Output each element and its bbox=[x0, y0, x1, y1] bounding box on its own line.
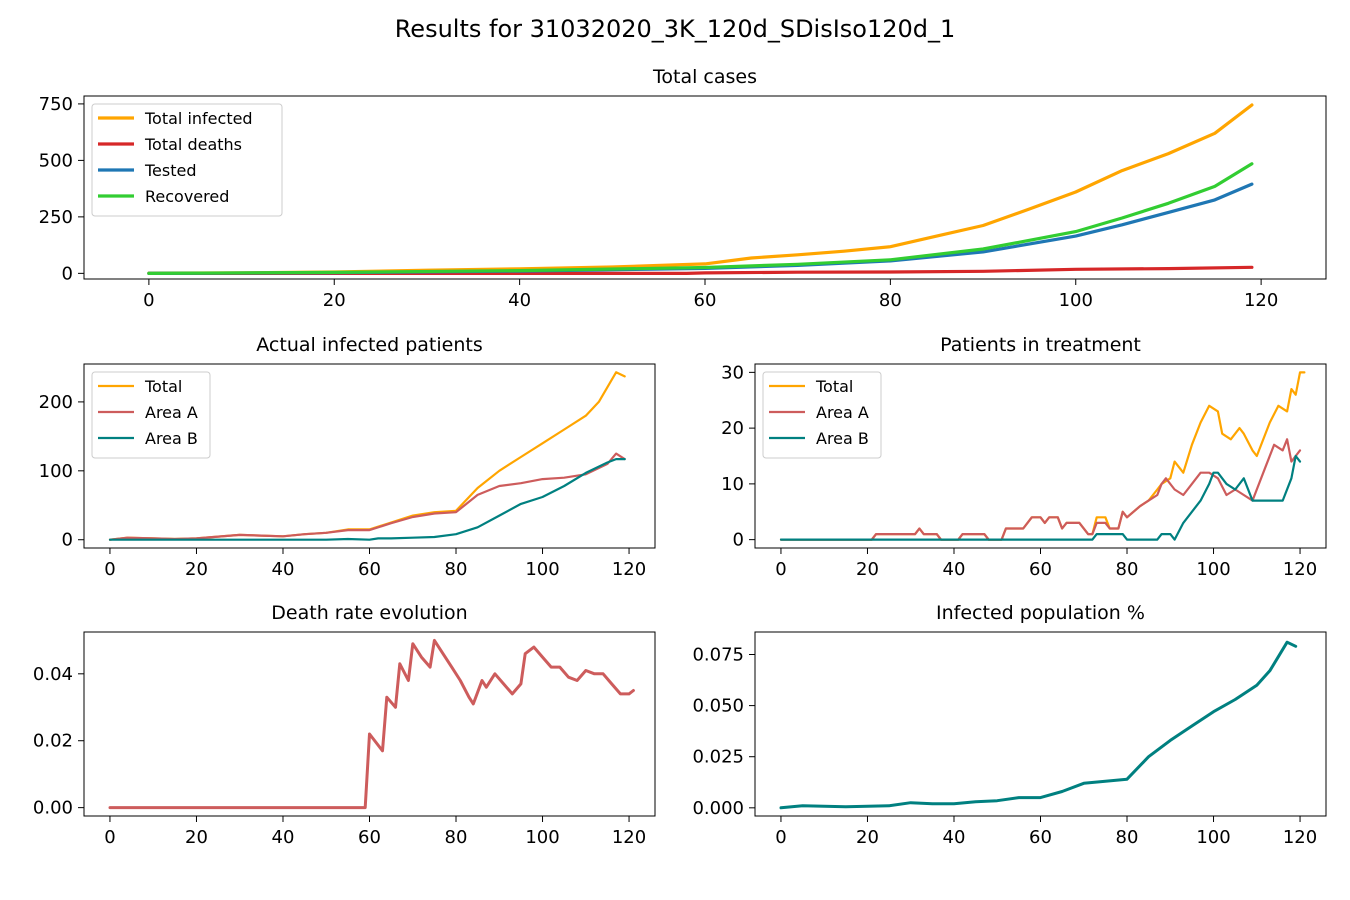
x-tick-label: 80 bbox=[1116, 827, 1139, 848]
x-tick-label: 40 bbox=[272, 559, 295, 580]
chart-infected_pct: Infected population % 0 20 40 60 80 100 120 0.00… bbox=[692, 602, 1327, 848]
legend-label: Recovered bbox=[145, 187, 229, 206]
y-tick-label: 0 bbox=[62, 263, 73, 284]
x-tick-label: 60 bbox=[358, 827, 381, 848]
x-tick-label: 40 bbox=[943, 559, 966, 580]
x-tick-label: 100 bbox=[1059, 290, 1093, 311]
series-line-recovered bbox=[147, 162, 1254, 275]
series-line-area-b bbox=[108, 458, 626, 541]
x-tick-label: 120 bbox=[1244, 290, 1278, 311]
series-line-area-b bbox=[779, 454, 1302, 541]
y-tick-label: 250 bbox=[39, 207, 73, 228]
x-tick-label: 20 bbox=[323, 290, 346, 311]
y-tick-label: 20 bbox=[721, 418, 744, 439]
legend-label: Tested bbox=[144, 161, 197, 180]
y-tick-label: 0.075 bbox=[692, 644, 744, 665]
x-tick-label: 100 bbox=[525, 559, 559, 580]
x-tick-label: 120 bbox=[612, 559, 646, 580]
x-tick-label: 80 bbox=[445, 559, 468, 580]
legend-box bbox=[762, 371, 882, 459]
legend: Total infected Total deaths Tested Recovere… bbox=[91, 103, 283, 217]
chart-death_rate: Death rate evolution 0 20 40 60 80 100 120 0.00 0… bbox=[33, 602, 656, 848]
series-line-infected-population bbox=[779, 640, 1298, 810]
y-tick-label: 0.02 bbox=[33, 731, 73, 752]
series-line-area-a bbox=[108, 452, 626, 541]
plot-frame bbox=[754, 631, 1327, 817]
y-tick-label: 500 bbox=[39, 150, 73, 171]
y-tick-label: 200 bbox=[39, 392, 73, 413]
x-tick-label: 0 bbox=[775, 559, 786, 580]
x-tick-label: 0 bbox=[104, 827, 115, 848]
legend: Total Area A Area B bbox=[91, 371, 211, 459]
legend-box bbox=[91, 371, 211, 459]
chart-actual_infected: Actual infected patients 0 20 40 60 80 100 120 0… bbox=[39, 334, 656, 580]
series-line-total-deaths bbox=[147, 265, 1254, 275]
y-tick-label: 0.04 bbox=[33, 664, 73, 685]
x-tick-label: 0 bbox=[104, 559, 115, 580]
legend-label: Area A bbox=[816, 403, 869, 422]
x-tick-label: 100 bbox=[1196, 827, 1230, 848]
legend-label: Area B bbox=[816, 429, 869, 448]
x-tick-label: 60 bbox=[358, 559, 381, 580]
legend-label: Total bbox=[815, 377, 853, 396]
y-tick-label: 0.050 bbox=[692, 696, 744, 717]
series-group bbox=[108, 638, 635, 810]
x-tick-label: 20 bbox=[856, 827, 879, 848]
x-tick-label: 100 bbox=[1196, 559, 1230, 580]
legend-box bbox=[91, 103, 283, 217]
y-tick-label: 0.000 bbox=[692, 798, 744, 819]
chart-total_cases: Total cases 0 20 40 60 80 100 120 0 250 500 750 Tota… bbox=[39, 66, 1327, 311]
y-tick-label: 0.00 bbox=[33, 798, 73, 819]
x-tick-label: 40 bbox=[272, 827, 295, 848]
x-tick-label: 100 bbox=[525, 827, 559, 848]
chart-title: Death rate evolution bbox=[271, 602, 467, 624]
y-tick-label: 30 bbox=[721, 362, 744, 383]
x-tick-label: 40 bbox=[943, 827, 966, 848]
y-tick-label: 0 bbox=[62, 530, 73, 551]
x-tick-label: 80 bbox=[1116, 559, 1139, 580]
chart-in_treatment: Patients in treatment 0 20 40 60 80 100 120 0 10 2… bbox=[721, 334, 1327, 580]
x-tick-label: 120 bbox=[1283, 827, 1317, 848]
x-tick-label: 60 bbox=[1029, 559, 1052, 580]
y-tick-label: 0 bbox=[733, 530, 744, 551]
legend-label: Total bbox=[144, 377, 182, 396]
chart-title: Actual infected patients bbox=[256, 334, 482, 356]
x-tick-label: 20 bbox=[185, 559, 208, 580]
figure-title: Results for 31032020_3K_120d_SDisIso120d… bbox=[395, 15, 956, 43]
y-tick-label: 10 bbox=[721, 474, 744, 495]
chart-title: Patients in treatment bbox=[940, 334, 1141, 356]
y-tick-label: 0.025 bbox=[692, 747, 744, 768]
series-group bbox=[108, 371, 626, 541]
legend-label: Total deaths bbox=[144, 135, 242, 154]
x-tick-label: 80 bbox=[879, 290, 902, 311]
series-group bbox=[779, 640, 1298, 810]
series-line-total-infected bbox=[147, 103, 1254, 275]
legend: Total Area A Area B bbox=[762, 371, 882, 459]
series-line-death-rate bbox=[108, 638, 635, 810]
x-tick-label: 60 bbox=[1029, 827, 1052, 848]
legend-label: Area B bbox=[145, 429, 198, 448]
series-group bbox=[779, 371, 1306, 541]
x-tick-label: 120 bbox=[612, 827, 646, 848]
y-tick-label: 750 bbox=[39, 94, 73, 115]
y-tick-label: 100 bbox=[39, 461, 73, 482]
x-tick-label: 20 bbox=[856, 559, 879, 580]
legend-label: Total infected bbox=[144, 109, 253, 128]
x-tick-label: 40 bbox=[508, 290, 531, 311]
x-tick-label: 0 bbox=[775, 827, 786, 848]
chart-title: Infected population % bbox=[936, 602, 1145, 624]
x-tick-label: 80 bbox=[445, 827, 468, 848]
x-tick-label: 60 bbox=[694, 290, 717, 311]
series-group bbox=[147, 103, 1254, 275]
x-tick-label: 120 bbox=[1283, 559, 1317, 580]
chart-title: Total cases bbox=[652, 66, 757, 88]
series-line-area-a bbox=[779, 438, 1302, 541]
plot-frame bbox=[83, 631, 656, 817]
x-tick-label: 0 bbox=[143, 290, 154, 311]
legend-label: Area A bbox=[145, 403, 198, 422]
x-tick-label: 20 bbox=[185, 827, 208, 848]
